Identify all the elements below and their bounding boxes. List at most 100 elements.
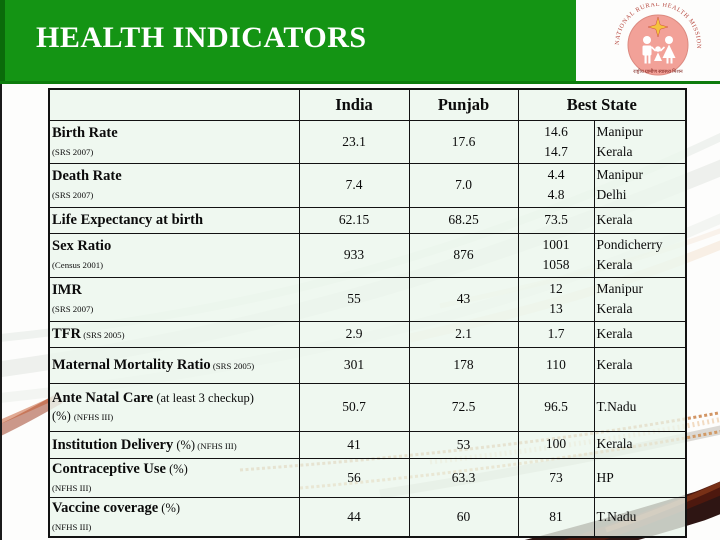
indicator-source: (SRS 2005) bbox=[210, 361, 255, 371]
header-punjab: Punjab bbox=[408, 88, 519, 121]
title-band: HEALTH INDICATORS bbox=[0, 0, 576, 81]
indicator-name: Vaccine coverage bbox=[52, 499, 159, 516]
punjab-value: 72.5 bbox=[408, 382, 519, 432]
punjab-value: 178 bbox=[408, 346, 519, 384]
indicator-name: Contraceptive Use bbox=[52, 460, 166, 477]
indicator-source-line2: (NFHS III) bbox=[52, 482, 92, 493]
best-state-name: Manipur Kerala bbox=[593, 276, 687, 322]
star-icon bbox=[647, 16, 669, 38]
best-value: 4.4 4.8 bbox=[517, 163, 595, 208]
indicator-name: Sex Ratio bbox=[52, 237, 112, 254]
table-row: Ante Natal Care (at least 3 checkup) (%) … bbox=[48, 382, 687, 432]
table-row: Sex Ratio (Census 2001) 933 876 1001 1058 Pon… bbox=[48, 232, 687, 278]
indicator-label-cell: Sex Ratio (Census 2001) bbox=[48, 232, 300, 278]
best-value: 14.6 14.7 bbox=[517, 119, 595, 164]
indicator-source-line2: (NFHS III) bbox=[73, 411, 114, 422]
india-value: 50.7 bbox=[298, 382, 410, 432]
table-row: IMR (SRS 2007) 55 43 12 13 Manipur Kerala bbox=[48, 276, 687, 322]
family-figures-icon bbox=[642, 36, 676, 64]
indicator-name: IMR bbox=[52, 281, 82, 298]
indicator-note: (%) bbox=[158, 500, 181, 515]
logo-tagline: राष्ट्रीय ग्रामीण स्वास्थ्य मिशन bbox=[633, 68, 683, 75]
punjab-value: 68.25 bbox=[408, 206, 519, 234]
indicator-source: (NFHS III) bbox=[195, 440, 237, 451]
best-state-name: HP bbox=[593, 457, 687, 498]
indicator-label-cell: Life Expectancy at birth bbox=[48, 206, 300, 234]
header-row: India Punjab Best State bbox=[48, 88, 687, 121]
india-value: 41 bbox=[298, 430, 410, 459]
best-value: 1001 1058 bbox=[517, 232, 595, 278]
punjab-value: 876 bbox=[408, 232, 519, 278]
table-row: Institution Delivery (%) (NFHS III) 41 53 1… bbox=[48, 430, 687, 459]
table-row: Vaccine coverage (%) (NFHS III) 44 60 81 T.Na… bbox=[48, 496, 687, 538]
punjab-value: 17.6 bbox=[408, 119, 519, 164]
india-value: 23.1 bbox=[298, 119, 410, 164]
header-best-state: Best State bbox=[517, 88, 687, 121]
indicator-label-cell: Birth Rate (SRS 2007) bbox=[48, 119, 300, 164]
indicator-source-line2: (SRS 2007) bbox=[52, 190, 94, 201]
header-empty-cell bbox=[48, 88, 300, 121]
india-value: 56 bbox=[298, 457, 410, 498]
indicator-note: (%) bbox=[173, 437, 196, 452]
indicator-name: TFR bbox=[52, 326, 81, 342]
best-value: 96.5 bbox=[517, 382, 595, 432]
indicator-name: Ante Natal Care bbox=[52, 389, 154, 406]
indicator-source-line2: (Census 2001) bbox=[52, 259, 104, 270]
indicator-source-line2: (SRS 2007) bbox=[52, 303, 94, 314]
table-row: Life Expectancy at birth 62.15 68.25 73.5 Ke… bbox=[48, 206, 687, 234]
title-band-underline bbox=[0, 81, 720, 84]
table-row: Contraceptive Use (%) (NFHS III) 56 63.3 73 H… bbox=[48, 457, 687, 498]
best-state-name: Kerala bbox=[593, 346, 687, 384]
best-state-name: Manipur Delhi bbox=[593, 163, 687, 208]
punjab-value: 2.1 bbox=[408, 320, 519, 348]
india-value: 301 bbox=[298, 346, 410, 384]
best-value: 1.7 bbox=[517, 320, 595, 348]
table-row: TFR (SRS 2005) 2.9 2.1 1.7 Kerala bbox=[48, 320, 687, 348]
best-state-name: Manipur Kerala bbox=[593, 119, 687, 164]
table-row: Birth Rate (SRS 2007) 23.1 17.6 14.6 14.7 Man… bbox=[48, 119, 687, 164]
left-edge-line bbox=[0, 84, 2, 540]
indicator-label-cell: Contraceptive Use (%) (NFHS III) bbox=[48, 457, 300, 498]
page-title: HEALTH INDICATORS bbox=[36, 21, 367, 54]
indicator-name: Birth Rate bbox=[52, 124, 118, 141]
punjab-value: 43 bbox=[408, 276, 519, 322]
indicator-label-cell: Death Rate (SRS 2007) bbox=[48, 163, 300, 208]
best-state-name: Kerala bbox=[593, 430, 687, 459]
best-state-name: T.Nadu bbox=[593, 382, 687, 432]
indicator-note: (at least 3 checkup) bbox=[153, 390, 254, 405]
best-value: 73.5 bbox=[517, 206, 595, 234]
india-value: 2.9 bbox=[298, 320, 410, 348]
india-value: 55 bbox=[298, 276, 410, 322]
punjab-value: 60 bbox=[408, 496, 519, 538]
best-value: 73 bbox=[517, 457, 595, 498]
indicator-note-line2: (%) bbox=[52, 408, 74, 423]
punjab-value: 7.0 bbox=[408, 163, 519, 208]
best-value: 12 13 bbox=[517, 276, 595, 322]
indicator-label-cell: Maternal Mortality Ratio (SRS 2005) bbox=[48, 346, 300, 384]
header-india: India bbox=[298, 88, 410, 121]
indicator-source: (SRS 2005) bbox=[81, 330, 125, 340]
indicator-source-line2: (NFHS III) bbox=[52, 521, 92, 532]
indicator-source-line2: (SRS 2007) bbox=[52, 146, 94, 157]
india-value: 933 bbox=[298, 232, 410, 278]
india-value: 44 bbox=[298, 496, 410, 538]
indicator-name: Maternal Mortality Ratio bbox=[52, 357, 211, 373]
best-state-name: Kerala bbox=[593, 206, 687, 234]
nrhm-logo: NATIONAL RURAL HEALTH MISSION राष्ट्रीय … bbox=[614, 3, 701, 76]
punjab-value: 63.3 bbox=[408, 457, 519, 498]
indicator-name: Death Rate bbox=[52, 168, 122, 185]
indicator-note: (%) bbox=[165, 461, 188, 476]
india-value: 62.15 bbox=[298, 206, 410, 234]
logo-circle bbox=[627, 14, 689, 76]
indicator-label-cell: Vaccine coverage (%) (NFHS III) bbox=[48, 496, 300, 538]
table-row: Death Rate (SRS 2007) 7.4 7.0 4.4 4.8 Manipur… bbox=[48, 163, 687, 208]
punjab-value: 53 bbox=[408, 430, 519, 459]
best-state-name: Pondicherry Kerala bbox=[593, 232, 687, 278]
best-value: 110 bbox=[517, 346, 595, 384]
indicator-label-cell: IMR (SRS 2007) bbox=[48, 276, 300, 322]
indicators-table: India Punjab Best State Birth Rate (SRS 2… bbox=[48, 88, 688, 539]
table-row: Maternal Mortality Ratio (SRS 2005) 301 17… bbox=[48, 346, 687, 384]
indicator-label-cell: Institution Delivery (%) (NFHS III) bbox=[48, 430, 300, 459]
indicator-label-cell: TFR (SRS 2005) bbox=[48, 320, 300, 348]
